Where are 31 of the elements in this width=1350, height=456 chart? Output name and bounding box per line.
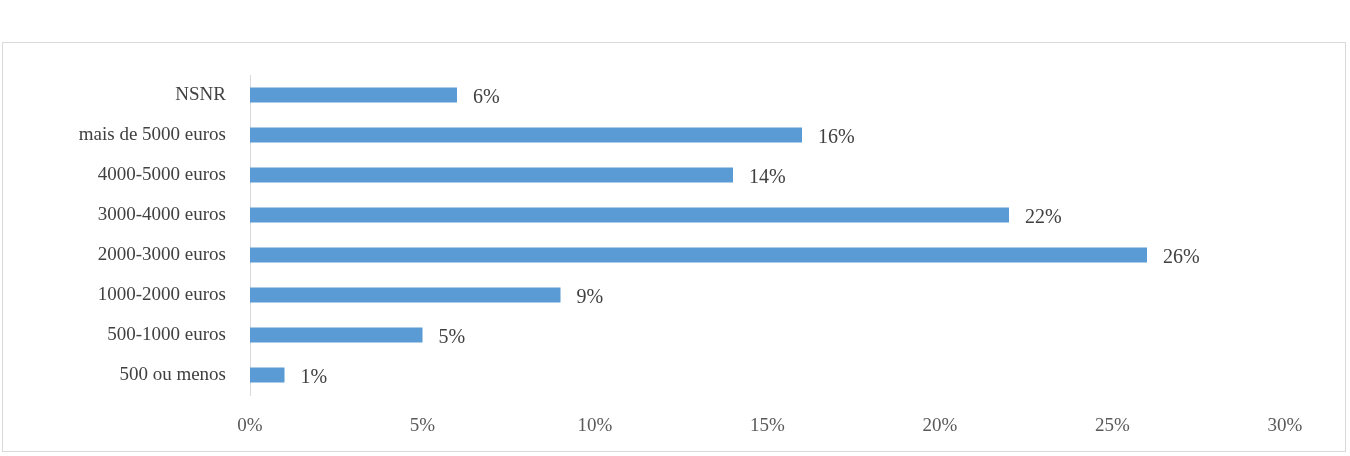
x-tick-label: 20% — [922, 414, 958, 436]
data-label: 6% — [473, 85, 500, 108]
data-label: 26% — [1163, 245, 1200, 268]
y-tick-label: 2000-3000 euros — [97, 242, 226, 264]
y-tick-label: 4000-5000 euros — [97, 162, 226, 184]
data-label: 9% — [576, 285, 604, 308]
bar — [250, 127, 802, 143]
data-label: 22% — [1025, 205, 1062, 228]
x-tick-label: 25% — [1095, 414, 1131, 436]
y-tick-label: mais de 5000 euros — [78, 122, 226, 144]
y-tick-label: 1000-2000 euros — [97, 282, 226, 304]
bar — [250, 207, 1009, 223]
bar — [250, 327, 423, 343]
x-tick-label: 30% — [1267, 414, 1303, 436]
data-label: 1% — [300, 365, 328, 388]
bar — [250, 247, 1147, 263]
x-tick-label: 10% — [577, 414, 613, 436]
bar — [250, 167, 733, 183]
y-tick-label: 500-1000 euros — [107, 322, 226, 344]
y-tick-label: NSNR — [175, 82, 227, 104]
x-tick-label: 5% — [409, 414, 436, 436]
data-label: 14% — [749, 165, 786, 188]
x-tick-label: 0% — [237, 414, 263, 436]
y-tick-label: 3000-4000 euros — [97, 202, 226, 224]
x-tick-label: 15% — [750, 414, 786, 436]
bar — [250, 367, 285, 383]
bar — [250, 287, 561, 303]
data-label: 16% — [818, 125, 855, 148]
data-label: 5% — [438, 325, 466, 348]
y-tick-label: 500 ou menos — [119, 362, 226, 384]
bar — [250, 87, 457, 103]
